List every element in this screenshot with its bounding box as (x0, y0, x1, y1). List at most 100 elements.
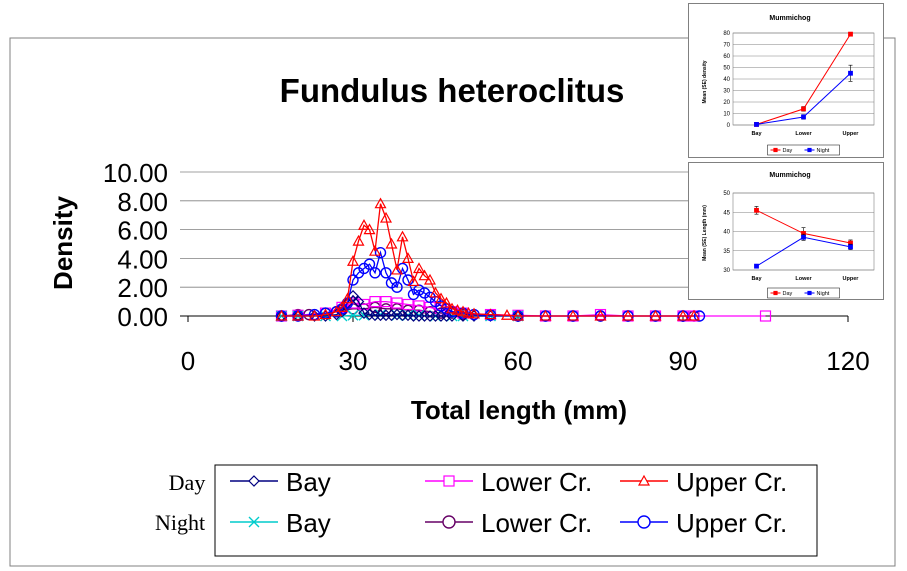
y-tick-label: 40 (723, 77, 730, 83)
data-point (347, 274, 359, 286)
data-point (759, 310, 772, 322)
data-point (456, 305, 470, 317)
legend-swatch-marker (807, 290, 812, 296)
data-point (380, 309, 392, 322)
data-point (801, 114, 806, 120)
legend-item-night-2: Lower Cr. (425, 508, 592, 538)
chart-title: Fundulus heteroclitus (280, 72, 625, 109)
data-point (423, 273, 437, 285)
data-point (275, 309, 288, 321)
data-point (566, 309, 580, 321)
data-point (380, 303, 392, 315)
data-point (434, 292, 448, 304)
data-point (649, 309, 662, 321)
data-point (390, 263, 404, 275)
data-point (380, 296, 392, 308)
y-tick-label: 45 (723, 210, 730, 216)
x-tick-label: 120 (826, 346, 869, 376)
data-point (424, 310, 436, 322)
data-point (369, 309, 381, 322)
legend-label: Upper Cr. (676, 508, 787, 538)
legend-item-day-1: Bay (230, 467, 331, 497)
y-tick-label: 80 (723, 31, 730, 37)
data-point (374, 246, 387, 259)
legend-swatch-marker (807, 147, 812, 153)
data-point (413, 284, 425, 296)
data-point (429, 310, 442, 322)
inset-length-title: Mummichog (769, 172, 810, 179)
data-point (451, 304, 464, 315)
x-tick-label: 30 (339, 346, 368, 376)
x-tick-label: 60 (504, 346, 533, 376)
data-point (435, 300, 447, 312)
y-axis-label: Density (48, 196, 78, 290)
legend-swatch-marker (773, 147, 778, 153)
data-point (754, 263, 759, 269)
data-point (693, 310, 706, 322)
data-point (440, 310, 453, 322)
inset-length-plot: 30 35 40 45 50 Bay Lower Upper Day Night (723, 191, 875, 299)
x-axis-label: Total length (mm) (411, 395, 627, 425)
inset-density-plot: 0 10 20 30 40 50 60 70 80 Bay Lower Upper Day Night (723, 31, 875, 156)
data-point (363, 223, 376, 235)
y-tick-label: 8.00 (117, 187, 168, 217)
data-point (308, 309, 321, 321)
data-point (435, 310, 447, 322)
legend-label: Day (783, 148, 793, 154)
y-tick-label: 20 (723, 100, 730, 106)
y-tick-label: 10.00 (103, 158, 168, 188)
legend-swatch-marker (773, 290, 778, 296)
x-tick-label: Upper (843, 276, 860, 282)
inset-density-title: Mummichog (769, 15, 810, 22)
data-point (396, 230, 409, 242)
y-tick-label: 50 (723, 66, 730, 72)
y-tick-label: 2.00 (117, 273, 168, 303)
inset-legend: Day Night (767, 144, 840, 156)
y-tick-label: 40 (723, 230, 730, 236)
y-tick-label: 70 (723, 43, 730, 49)
y-tick-label: 0 (727, 123, 731, 129)
y-tick-label: 10 (723, 112, 730, 118)
data-point (358, 298, 370, 311)
legend-label: Night (817, 291, 830, 297)
inset-length-ylabel: Mean (SE) Length (mm) (702, 205, 708, 261)
data-point (754, 122, 759, 127)
data-point (341, 292, 354, 304)
x-tick-label: Upper (843, 131, 860, 137)
data-point (291, 309, 305, 321)
y-tick-label: 4.00 (117, 244, 168, 274)
legend-box (214, 464, 818, 557)
x-tick-label: 90 (669, 346, 698, 376)
y-tick-label: 50 (723, 191, 730, 197)
data-point (676, 309, 690, 321)
y-tick-label: 60 (723, 54, 730, 60)
data-point (687, 309, 701, 321)
legend-label: Bay (286, 467, 331, 497)
data-point (418, 269, 431, 281)
legend-label: Bay (286, 508, 331, 538)
y-tick-label: 35 (723, 249, 730, 255)
data-point (357, 219, 371, 230)
x-tick-labels: 0 30 60 90 120 (181, 316, 870, 376)
legend-box (767, 287, 840, 299)
data-point (369, 301, 381, 314)
legend-swatch-marker (637, 515, 651, 529)
data-point (440, 296, 453, 308)
data-point (407, 275, 420, 287)
data-point (380, 267, 392, 279)
legend-swatch-marker (442, 515, 456, 529)
data-point (363, 258, 376, 270)
x-tick-label: Bay (751, 131, 762, 137)
legend-group-night: Night (155, 510, 205, 535)
data-point (385, 309, 398, 322)
x-tick-label: Bay (751, 276, 762, 282)
legend-label: Upper Cr. (676, 467, 787, 497)
legend-group-day: Day (169, 470, 206, 495)
data-point (391, 297, 403, 309)
data-point (412, 262, 426, 274)
data-point (379, 211, 393, 223)
legend-swatch-marker (248, 516, 260, 528)
inset-length-chart: Mummichog Mean (SE) Length (mm) 30 35 40 45… (688, 162, 884, 300)
data-point (848, 244, 853, 250)
